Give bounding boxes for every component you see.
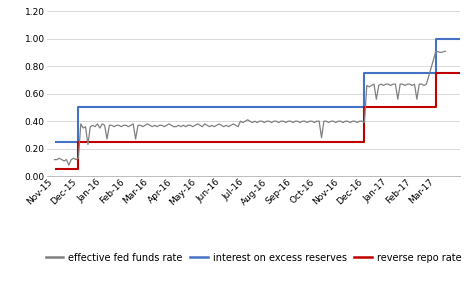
Legend: effective fed funds rate, interest on excess reserves, reverse repo rate: effective fed funds rate, interest on ex…: [42, 249, 465, 267]
